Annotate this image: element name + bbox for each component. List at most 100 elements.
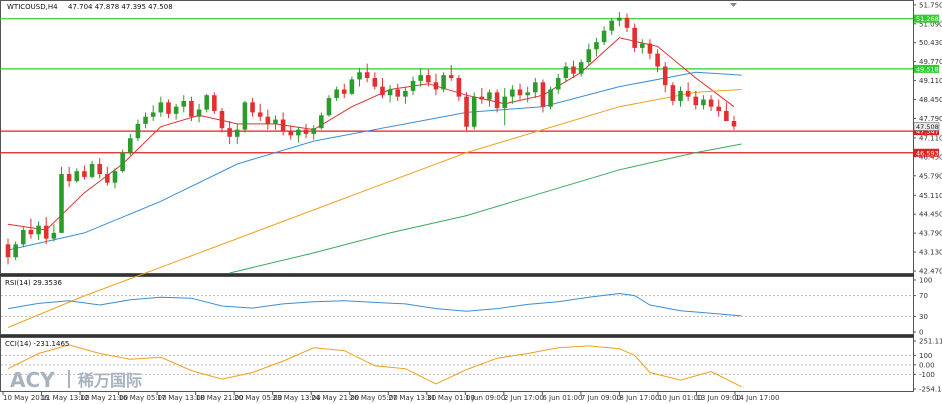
candlesticks	[5, 12, 737, 265]
time-tick-label: 2 Jun 17:00	[504, 394, 544, 402]
rsi-tick-label: 30	[919, 313, 928, 321]
time-tick-label: 10 May 2016	[3, 394, 49, 402]
candle-body	[357, 72, 362, 80]
time-tick-label: 7 Jun 09:00	[581, 394, 621, 402]
time-tick-label: 17 May 13:00	[157, 394, 205, 402]
candle-body	[647, 43, 653, 54]
price-tick-label: 46.450	[919, 153, 942, 161]
candle-body	[66, 174, 72, 182]
candle-body	[349, 79, 355, 94]
candle-body	[288, 131, 294, 136]
candle-body	[234, 129, 240, 137]
cci-title: CCI(14) -231.1465	[5, 340, 69, 348]
candle-body	[517, 89, 523, 96]
price-tick-label: 50.430	[919, 39, 942, 47]
candle-body	[273, 119, 278, 124]
time-tick-label: 31 May 01:00	[427, 394, 475, 402]
candle-body	[724, 110, 729, 122]
candle-body	[441, 75, 446, 90]
candle-body	[219, 110, 225, 129]
candle-body	[418, 75, 423, 81]
time-tick-label: 1 Jun 09:00	[465, 394, 505, 402]
candle-body	[204, 95, 209, 110]
candle-body	[181, 100, 187, 107]
candle-body	[135, 123, 141, 139]
level-price-label: 51.268	[916, 15, 939, 23]
candle-body	[311, 128, 316, 134]
candle-body	[364, 72, 370, 78]
candle-body	[280, 119, 286, 132]
cci-tick-label: 251.115	[919, 338, 942, 346]
candle-body	[28, 229, 34, 235]
price-tick-label: 45.790	[919, 172, 942, 180]
candle-body	[265, 116, 271, 124]
candle-body	[426, 75, 431, 83]
moving-average-line	[7, 37, 735, 231]
candle-body	[708, 99, 714, 107]
price-tick-label: 45.110	[919, 192, 942, 200]
level-price-tag	[914, 148, 939, 157]
candle-body	[334, 89, 339, 99]
time-tick-label: 6 Jun 01:00	[542, 394, 582, 402]
time-tick-label: 23 May 13:00	[273, 394, 321, 402]
price-tick-label: 47.790	[919, 115, 942, 123]
price-tick-label: 47.110	[919, 134, 942, 142]
candle-body	[341, 89, 347, 94]
candle-body	[555, 77, 561, 90]
cci-tick-label: 100	[919, 352, 932, 360]
candle-body	[296, 129, 301, 136]
candle-body	[242, 102, 248, 130]
price-tick-label: 51.090	[919, 20, 942, 28]
level-price-label: 46.593	[916, 149, 939, 157]
level-price-tag	[914, 14, 939, 23]
acy-watermark: ACY 稀万国际	[10, 368, 142, 392]
candle-body	[51, 232, 57, 239]
candle-body	[670, 85, 676, 101]
candle-body	[387, 89, 393, 96]
rsi-tick-label: 100	[919, 277, 932, 285]
time-tick-label: 12 May 21:00	[80, 394, 128, 402]
rsi-title: RSI(14) 29.3536	[5, 279, 62, 287]
time-tick-label: 14 Jun 17:00	[735, 394, 779, 402]
price-tick-label: 44.450	[919, 211, 942, 219]
candle-body	[685, 90, 691, 97]
ohlc-readout: 47.704 47.878 47.395 47.508	[68, 3, 173, 11]
time-tick-label: 26 May 05:00	[350, 394, 398, 402]
time-tick-label: 8 Jun 17:00	[619, 394, 659, 402]
cci-tick-label: -100	[919, 371, 935, 379]
candle-body	[548, 89, 553, 107]
candle-body	[143, 116, 148, 124]
rsi-line	[7, 292, 742, 317]
candle-body	[609, 20, 615, 31]
last-price-tag	[913, 122, 940, 131]
rsi-panel-frame	[0, 276, 914, 335]
cci-line	[7, 344, 742, 388]
price-tick-label: 42.470	[919, 267, 942, 275]
time-tick-label: 18 May 21:00	[196, 394, 244, 402]
candle-body	[403, 90, 408, 97]
time-tick-label: 24 May 21:00	[311, 394, 359, 402]
time-tick-label: 20 May 05:00	[234, 394, 282, 402]
candle-body	[632, 27, 637, 48]
candle-body	[20, 229, 26, 245]
candle-body	[433, 82, 439, 90]
candle-body	[303, 129, 309, 134]
horizontal-levels: 51.268 49.518 47.347 46.593 47.508	[0, 14, 940, 157]
candle-body	[448, 75, 454, 78]
time-tick-label: 27 May 13:00	[388, 394, 436, 402]
candle-body	[13, 244, 18, 258]
price-tick-label: 43.790	[919, 230, 942, 238]
candle-body	[380, 86, 385, 96]
cci-tick-label: -254.111	[919, 385, 942, 393]
moving-averages	[7, 37, 742, 328]
rsi-tick-label: 0	[919, 329, 923, 337]
chart-shift-marker-icon[interactable]	[730, 3, 737, 7]
candle-body	[601, 30, 607, 43]
candle-body	[257, 112, 263, 117]
candle-body	[716, 106, 722, 111]
candle-body	[59, 174, 64, 233]
candle-body	[502, 96, 508, 109]
candle-body	[158, 102, 164, 113]
